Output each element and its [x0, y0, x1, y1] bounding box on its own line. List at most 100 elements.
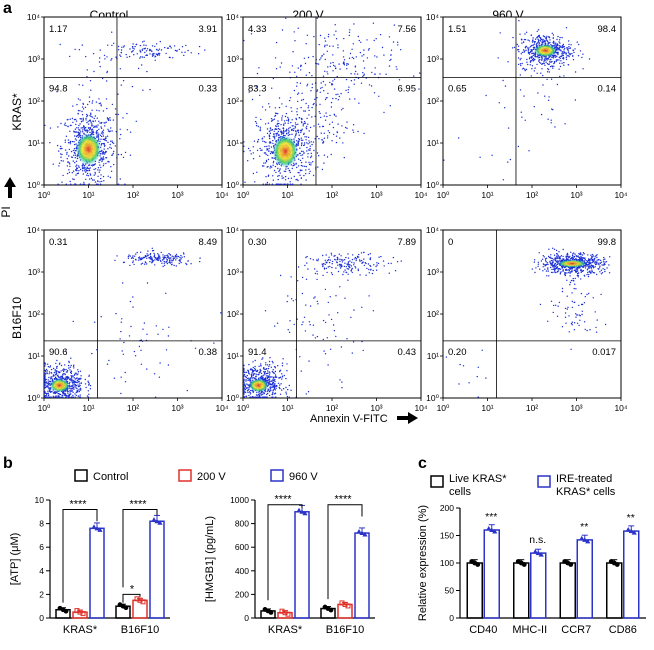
data-point — [347, 63, 349, 65]
data-point — [327, 259, 329, 262]
data-point — [361, 262, 364, 264]
data-point — [356, 73, 359, 75]
data-point — [377, 262, 380, 265]
data-point — [120, 84, 123, 86]
data-point — [84, 378, 87, 381]
data-point — [87, 396, 90, 398]
data-point — [69, 143, 72, 145]
data-point — [88, 101, 91, 103]
data-point — [360, 82, 363, 84]
data-point — [145, 50, 148, 52]
data-point — [72, 160, 75, 162]
data-point — [267, 390, 269, 392]
data-point — [72, 320, 74, 323]
data-point — [136, 251, 138, 254]
data-point — [273, 133, 275, 135]
data-point — [120, 392, 122, 395]
data-point — [204, 49, 206, 51]
data-point — [591, 253, 594, 256]
data-point — [326, 97, 328, 99]
data-point — [517, 45, 520, 47]
data-point — [285, 105, 287, 108]
data-point — [285, 112, 288, 115]
data-point — [187, 49, 189, 52]
data-point — [325, 112, 327, 114]
data-point — [575, 255, 577, 257]
data-point — [562, 269, 564, 271]
data-point — [256, 373, 258, 375]
data-point — [159, 259, 162, 262]
data-point — [271, 360, 273, 363]
data-point — [546, 71, 549, 73]
data-point — [521, 42, 523, 44]
data-point — [383, 111, 385, 114]
data-point — [114, 259, 116, 262]
data-point — [566, 258, 568, 260]
data-point — [62, 174, 64, 177]
data-point — [290, 121, 292, 124]
data-point — [89, 115, 91, 117]
data-point — [538, 60, 540, 62]
replicate-point — [489, 527, 495, 532]
data-point — [309, 258, 312, 260]
data-point — [80, 127, 82, 129]
data-point — [308, 163, 311, 166]
data-point — [44, 390, 46, 393]
data-point — [390, 49, 393, 51]
data-point — [556, 315, 559, 317]
data-point — [591, 270, 593, 273]
data-point — [337, 99, 340, 101]
data-point — [100, 138, 102, 140]
replicate-point — [328, 607, 334, 613]
data-point — [553, 62, 556, 64]
data-point — [300, 370, 302, 372]
data-point — [243, 375, 245, 378]
data-point — [133, 350, 136, 353]
data-point — [363, 132, 365, 135]
x-tick-label: 10⁴ — [215, 190, 228, 200]
data-point — [518, 51, 520, 53]
data-point — [343, 259, 346, 261]
data-point — [485, 377, 487, 379]
data-point — [158, 376, 161, 378]
data-point — [352, 129, 354, 131]
data-point — [50, 396, 52, 398]
data-point — [181, 46, 184, 48]
replicate-point — [614, 562, 620, 567]
data-point — [344, 269, 346, 271]
data-point — [78, 396, 81, 398]
data-point — [78, 84, 80, 86]
data-point — [284, 170, 287, 173]
data-point — [88, 375, 90, 378]
data-point — [64, 394, 66, 397]
data-point — [534, 271, 536, 274]
data-point — [306, 262, 308, 264]
data-point — [520, 53, 522, 55]
data-point — [477, 366, 479, 368]
data-point — [94, 171, 96, 174]
data-point — [77, 133, 80, 136]
data-point — [580, 271, 582, 274]
x-tick-label: 10¹ — [481, 403, 493, 413]
data-point — [140, 258, 143, 261]
data-point — [300, 106, 302, 109]
x-tick-label: 10⁴ — [614, 403, 627, 413]
data-point — [93, 126, 95, 128]
data-point — [122, 353, 125, 355]
data-point — [47, 379, 49, 381]
data-point — [328, 261, 331, 264]
data-point — [81, 44, 84, 46]
data-point — [307, 136, 310, 139]
data-point — [87, 120, 89, 123]
data-point — [247, 377, 249, 380]
data-point — [274, 370, 277, 373]
data-point — [58, 395, 60, 397]
x-tick-label: 10² — [526, 403, 538, 413]
data-point — [272, 162, 275, 164]
data-point — [554, 265, 556, 268]
data-point — [594, 311, 596, 313]
data-point — [85, 170, 88, 172]
data-point — [568, 331, 570, 333]
data-point — [582, 53, 584, 55]
data-point — [367, 49, 370, 51]
